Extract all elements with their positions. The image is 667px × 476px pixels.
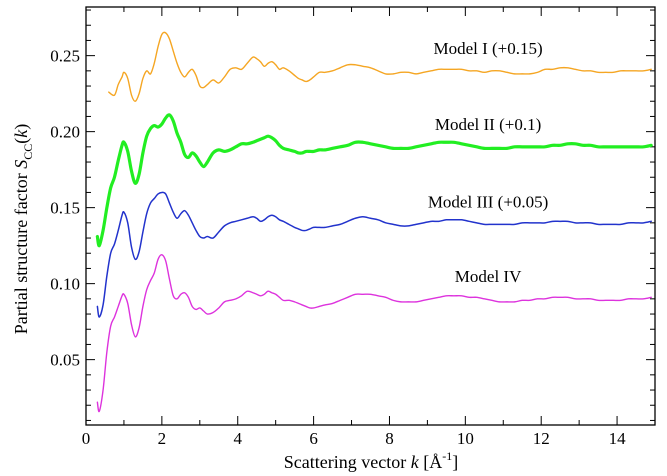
x-tick-label-4: 4 [233,429,242,448]
x-axis-title-unit-open: [ [419,452,430,472]
x-axis-title-unit-close: ] [452,452,458,472]
x-axis-title-var: k [411,452,420,472]
x-tick-label-6: 6 [309,429,318,448]
x-axis-title-unit-sup: -1 [442,449,452,463]
series-line-4 [96,254,652,413]
y-tick-label-0.2: 0.20 [50,123,80,142]
y-tick-label-0.25: 0.25 [50,47,80,66]
y-tick-label-0.15: 0.15 [50,199,80,218]
ticks-layer [85,7,655,425]
y-tick-label-0.05: 0.05 [50,351,80,370]
series-layer [95,31,653,413]
series-label-2: Model II (+0.1) [435,115,541,134]
series-line-2 [95,113,653,248]
x-axis-title-prefix: Scattering vector [284,452,411,472]
y-axis-title-arg: k [11,129,31,138]
y-axis-title-var: S [11,160,31,169]
x-tick-label-2: 2 [158,429,167,448]
y-axis-title: Partial structure factor SCC(k) [11,124,35,334]
y-axis-title-arg-close: ) [11,124,32,130]
x-axis-title-unit: Å [429,452,442,472]
series-line-3 [96,191,652,318]
series-label-4: Model IV [455,267,522,286]
y-tick-label-0.1: 0.10 [50,275,80,294]
x-tick-label-10: 10 [457,429,474,448]
series-label-1: Model I (+0.15) [433,39,542,58]
plot-frame [85,6,656,426]
x-axis-title: Scattering vector k [Å-1] [284,449,458,472]
labels-layer: 0 2 4 6 8 10 12 14 0.05 0.10 0.15 0.20 0.25 Model I (… [50,39,626,448]
y-axis-title-sub: CC [21,144,35,160]
series-label-3: Model III (+0.05) [428,193,549,212]
y-axis-title-arg-open: ( [11,138,32,144]
x-tick-label-12: 12 [533,429,550,448]
x-tick-label-14: 14 [609,429,627,448]
series-line-1 [108,31,652,102]
y-axis-title-prefix: Partial structure factor [11,169,31,334]
x-tick-label-8: 8 [385,429,394,448]
x-tick-label-0: 0 [82,429,91,448]
